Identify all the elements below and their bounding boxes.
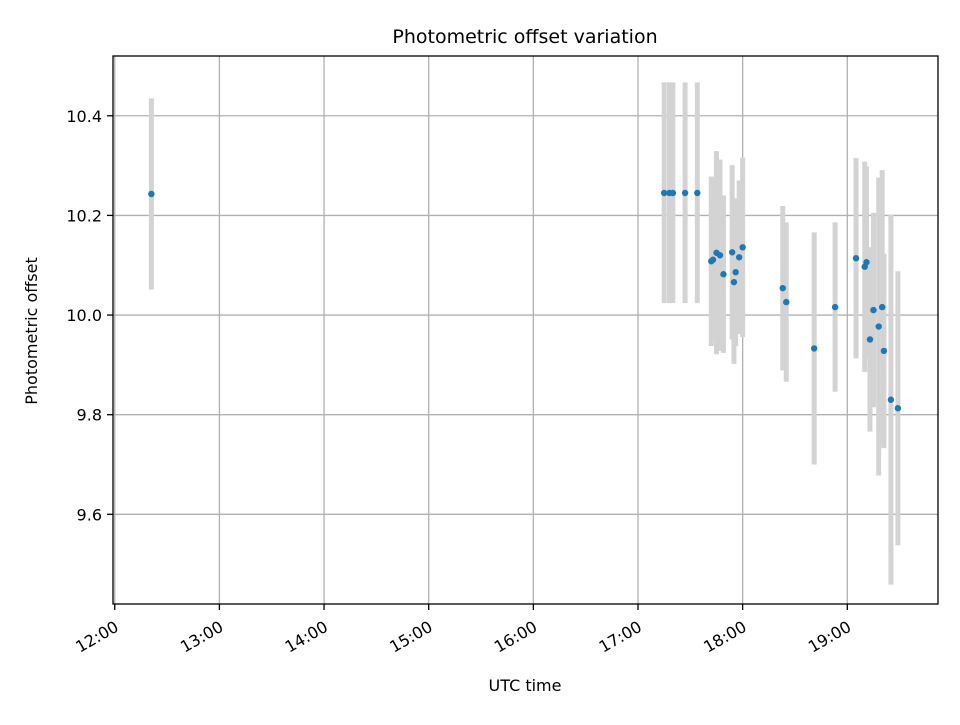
data-point <box>716 252 724 259</box>
data-point <box>669 189 677 197</box>
data-point <box>681 189 689 197</box>
data-point <box>863 259 870 266</box>
y-tick-label: 9.6 <box>77 505 102 524</box>
data-point <box>779 284 786 292</box>
data-point <box>783 298 790 306</box>
data-point <box>894 405 902 412</box>
y-tick-label: 9.8 <box>77 406 102 425</box>
data-point <box>660 189 668 197</box>
y-tick-label: 10.4 <box>66 107 102 126</box>
marker-layer <box>148 189 902 412</box>
data-point <box>852 255 860 262</box>
data-point <box>810 345 818 352</box>
data-point <box>739 244 746 251</box>
data-point <box>148 190 155 198</box>
x-axis-label: UTC time <box>489 676 562 695</box>
data-point <box>720 271 727 278</box>
chart-title: Photometric offset variation <box>392 26 657 48</box>
y-axis-label: Photometric offset <box>22 257 41 405</box>
grid-layer <box>113 56 938 604</box>
data-point <box>709 256 717 263</box>
data-point <box>730 278 738 286</box>
data-point <box>728 249 736 256</box>
data-point <box>732 269 739 276</box>
data-point <box>831 303 839 311</box>
plot-frame <box>112 55 939 605</box>
data-point <box>875 323 882 330</box>
data-point <box>880 347 888 355</box>
data-point <box>694 189 701 197</box>
data-point <box>870 306 877 314</box>
data-point <box>866 336 874 343</box>
data-point <box>878 303 886 311</box>
y-tick-label: 10.2 <box>66 206 102 225</box>
y-tick-label: 10.0 <box>66 306 102 325</box>
data-point <box>887 396 895 403</box>
data-point <box>735 254 743 261</box>
